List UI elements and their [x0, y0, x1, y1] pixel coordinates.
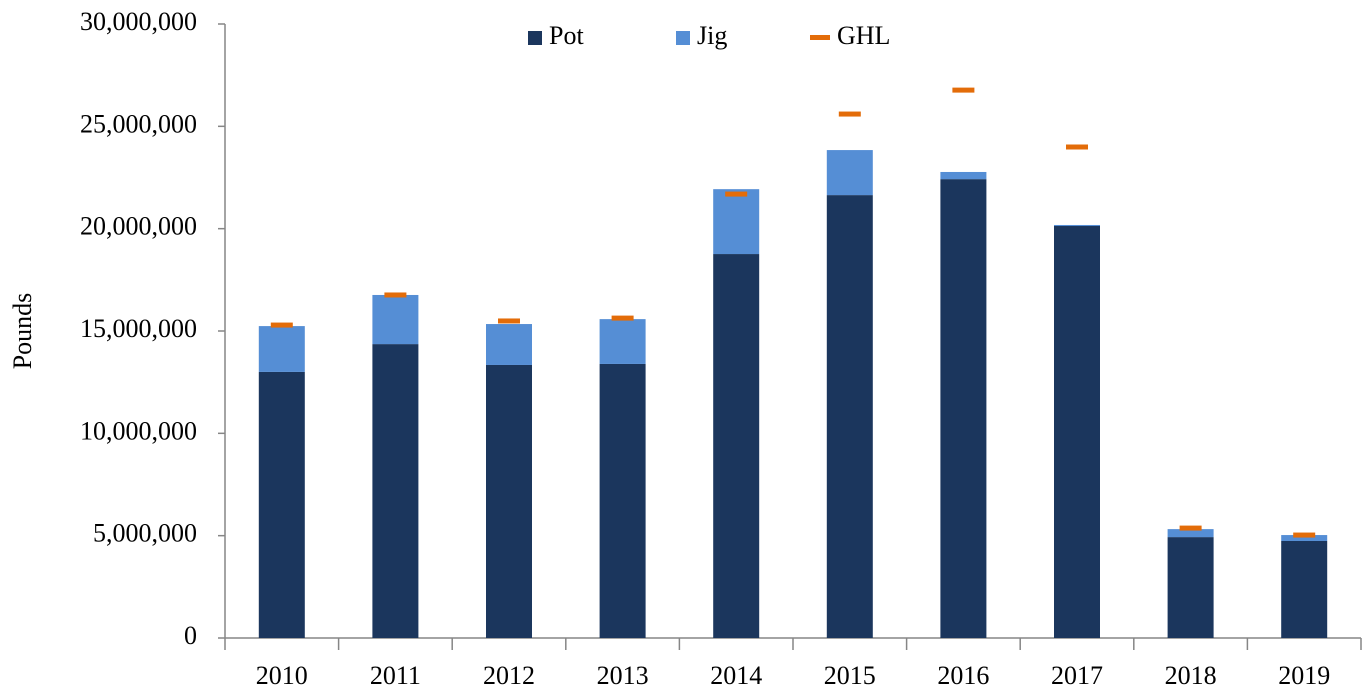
- legend-swatch: [676, 31, 690, 45]
- x-tick-label: 2011: [370, 661, 421, 690]
- x-tick-label: 2010: [256, 661, 308, 690]
- y-tick-label: 0: [184, 621, 197, 650]
- legend-swatch: [528, 31, 542, 45]
- ghl-marker: [498, 318, 520, 324]
- ghl-marker: [952, 87, 975, 93]
- bar-segment: [1167, 529, 1214, 538]
- bar-segment: [826, 150, 873, 196]
- ghl-marker: [270, 322, 293, 328]
- x-tick-label: 2012: [483, 661, 535, 690]
- bar-segment: [486, 324, 532, 365]
- bar-segment: [940, 179, 987, 638]
- bar-segment: [1054, 226, 1100, 639]
- x-tick-label: 2016: [937, 661, 989, 690]
- y-tick-label: 25,000,000: [80, 109, 197, 138]
- ghl-marker: [1293, 532, 1316, 538]
- x-tick-label: 2017: [1051, 661, 1103, 690]
- ghl-marker: [1066, 144, 1088, 150]
- legend-label: GHL: [837, 21, 890, 50]
- legend-swatch: [810, 35, 830, 40]
- y-tick-label: 10,000,000: [80, 416, 197, 445]
- ghl-marker: [838, 111, 861, 117]
- bar-segment: [486, 364, 532, 638]
- ghl-marker: [725, 191, 748, 197]
- bar-segment: [599, 363, 646, 638]
- x-tick-label: 2019: [1278, 661, 1330, 690]
- y-tick-label: 30,000,000: [80, 7, 197, 36]
- bar-segment: [599, 319, 646, 364]
- x-tick-label: 2015: [824, 661, 876, 690]
- legend-label: Pot: [549, 21, 584, 50]
- y-tick-label: 5,000,000: [93, 519, 197, 548]
- bar-segment: [713, 189, 760, 255]
- bar-segment: [1167, 537, 1214, 638]
- bar-segment: [826, 195, 873, 639]
- bar-segment: [1281, 540, 1328, 638]
- bar-segment: [372, 294, 419, 345]
- x-tick-label: 2018: [1165, 661, 1217, 690]
- y-tick-label: 20,000,000: [80, 212, 197, 241]
- y-axis-label: Pounds: [8, 293, 37, 370]
- bar-segment: [1281, 535, 1328, 541]
- x-tick-label: 2014: [710, 661, 762, 690]
- bar-segment: [713, 254, 760, 638]
- ghl-marker: [611, 315, 634, 321]
- ghl-marker: [1179, 525, 1202, 531]
- ghl-marker: [384, 292, 407, 298]
- bar-segment: [258, 371, 305, 638]
- x-tick-label: 2013: [597, 661, 649, 690]
- bar-segment: [372, 344, 419, 638]
- y-tick-label: 15,000,000: [80, 314, 197, 343]
- bar-segment: [1054, 224, 1100, 227]
- bar-segment: [940, 171, 987, 180]
- legend-label: Jig: [697, 21, 727, 50]
- bar-segment: [258, 326, 305, 372]
